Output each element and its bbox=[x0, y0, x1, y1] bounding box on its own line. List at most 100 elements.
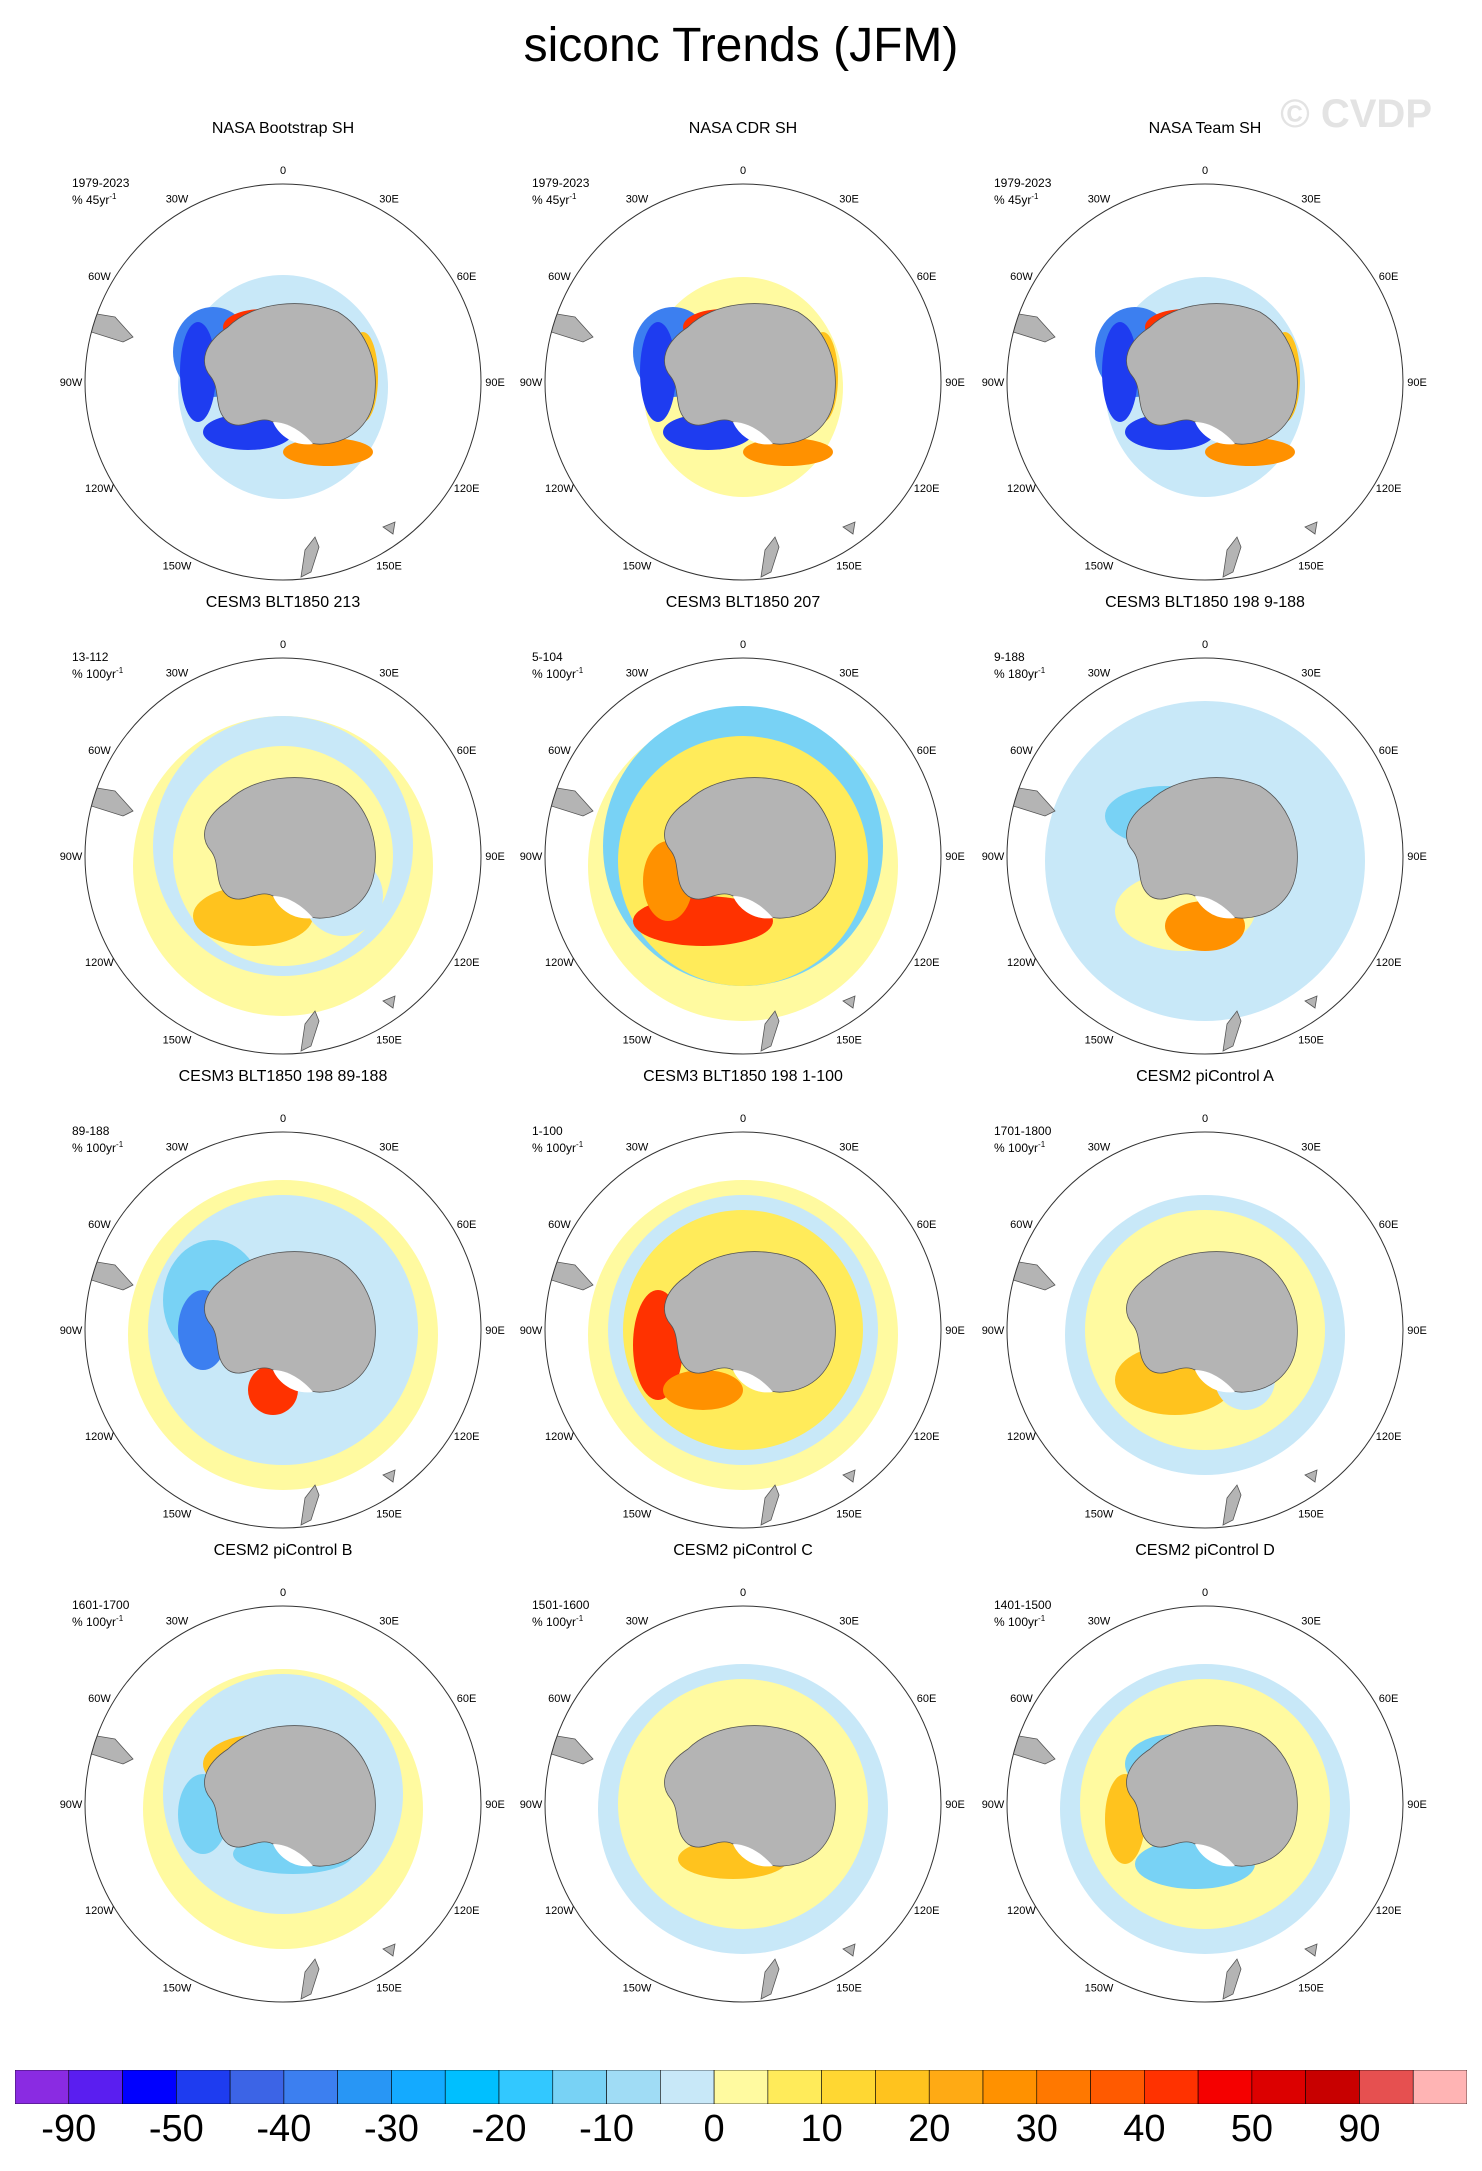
longitude-label: 30E bbox=[379, 1615, 399, 1627]
longitude-label: 90W bbox=[520, 1325, 543, 1337]
longitude-label: 120E bbox=[454, 1431, 480, 1443]
longitude-label: 120E bbox=[1376, 483, 1402, 495]
south-america-landmass bbox=[85, 1733, 134, 1765]
colorbar-swatch bbox=[337, 2070, 392, 2104]
ice-shelf bbox=[273, 1844, 313, 1867]
map-boundary bbox=[1006, 1131, 1404, 1529]
map-panel: 0 30E 60E 90E 120E 150E 180 150W 120W 90W 60W 30W CE… bbox=[48, 1542, 518, 2012]
colorbar-tick-label: 50 bbox=[1230, 2108, 1274, 2150]
antarctica-landmass bbox=[204, 303, 376, 445]
longitude-label: 90W bbox=[60, 1325, 83, 1337]
longitude-label: 60E bbox=[457, 271, 477, 283]
map-boundary bbox=[1006, 1605, 1404, 2003]
longitude-label: 180 bbox=[1196, 2011, 1214, 2012]
longitude-label: 120W bbox=[1007, 1431, 1036, 1443]
longitude-label: 120W bbox=[85, 483, 114, 495]
longitude-label: 30E bbox=[839, 1141, 859, 1153]
antarctica-landmass bbox=[664, 1251, 836, 1393]
antarctica-landmass bbox=[664, 303, 836, 445]
new-zealand-landmass bbox=[1222, 1958, 1242, 2000]
colorbar-swatch bbox=[767, 2070, 822, 2104]
longitude-label: 90W bbox=[60, 377, 83, 389]
map-panel: 0 30E 60E 90E 120E 150E 180 150W 120W 90W 60W 30W NA… bbox=[508, 120, 978, 590]
tasmania-landmass bbox=[382, 521, 396, 535]
south-america-landmass bbox=[545, 785, 594, 817]
colorbar-tick-label: 40 bbox=[1123, 2108, 1166, 2150]
tasmania-landmass bbox=[382, 1943, 396, 1957]
panel-title: NASA Team SH bbox=[1148, 120, 1262, 137]
longitude-label: 120E bbox=[1376, 1905, 1402, 1917]
map-boundary bbox=[544, 183, 942, 581]
polar-map: 0 30E 60E 90E 120E 150E 180 150W 120W 90W 60W 30W bbox=[982, 165, 1427, 590]
longitude-label: 0 bbox=[740, 165, 746, 177]
colorbar-swatch bbox=[606, 2070, 661, 2104]
map-panel: 0 30E 60E 90E 120E 150E 180 150W 120W 90W 60W 30W NA… bbox=[970, 120, 1440, 590]
colorbar-swatch bbox=[283, 2070, 338, 2104]
longitude-label: 0 bbox=[1202, 639, 1208, 651]
trend-region bbox=[663, 414, 753, 450]
ice-shelf bbox=[1195, 422, 1235, 445]
trend-region bbox=[283, 438, 373, 466]
colorbar-tick-label: 90 bbox=[1338, 2108, 1381, 2150]
ice-shelf bbox=[273, 422, 313, 445]
colorbar-swatch bbox=[1359, 2070, 1414, 2104]
panel-title: CESM2 piControl D bbox=[1135, 1542, 1275, 1559]
colorbar-tick-label: 20 bbox=[908, 2108, 951, 2150]
polar-map: 0 30E 60E 90E 120E 150E 180 150W 120W 90W 60W 30W bbox=[60, 1587, 505, 2012]
longitude-label: 150E bbox=[1298, 1509, 1324, 1521]
longitude-label: 150E bbox=[1298, 561, 1324, 573]
colorbar-swatch bbox=[1251, 2070, 1306, 2104]
trend-region bbox=[180, 322, 216, 422]
polar-map: 0 30E 60E 90E 120E 150E 180 150W 120W 90W 60W 30W bbox=[60, 165, 505, 590]
polar-map: 0 30E 60E 90E 120E 150E 180 150W 120W 90W 60W 30W bbox=[520, 639, 965, 1064]
polar-map: 0 30E 60E 90E 120E 150E 180 150W 120W 90W 60W 30W bbox=[520, 1587, 965, 2012]
longitude-label: 150W bbox=[623, 1983, 652, 1995]
new-zealand-landmass bbox=[760, 1958, 780, 2000]
colorbar-swatch bbox=[391, 2070, 446, 2104]
period-label: 1979-2023% 45yr-1 bbox=[994, 176, 1052, 207]
colorbar-swatch bbox=[1144, 2070, 1199, 2104]
colorbar-swatch bbox=[713, 2070, 769, 2104]
period-label: 9-188% 180yr-1 bbox=[994, 650, 1046, 681]
longitude-label: 150E bbox=[1298, 1983, 1324, 1995]
longitude-label: 150W bbox=[623, 1035, 652, 1047]
trend-region bbox=[203, 414, 293, 450]
polar-map: 0 30E 60E 90E 120E 150E 180 150W 120W 90W 60W 30W bbox=[520, 165, 965, 590]
longitude-label: 120E bbox=[914, 957, 940, 969]
antarctica-landmass bbox=[664, 777, 836, 919]
longitude-label: 90E bbox=[1407, 1799, 1427, 1811]
watermark-logo: © CVDP bbox=[1280, 92, 1432, 136]
tasmania-landmass bbox=[1304, 995, 1318, 1009]
trend-region bbox=[663, 1370, 743, 1410]
colorbar-tick-label: 10 bbox=[800, 2108, 843, 2150]
map-boundary bbox=[84, 657, 482, 1055]
longitude-label: 120W bbox=[1007, 1905, 1036, 1917]
new-zealand-landmass bbox=[1222, 1010, 1242, 1052]
new-zealand-landmass bbox=[760, 1484, 780, 1526]
longitude-label: 90E bbox=[945, 377, 965, 389]
longitude-label: 150E bbox=[1298, 1035, 1324, 1047]
figure-title: siconc Trends (JFM) bbox=[523, 19, 959, 72]
colorbar-swatch bbox=[660, 2070, 715, 2104]
longitude-label: 30W bbox=[166, 193, 189, 205]
longitude-label: 150E bbox=[376, 1035, 402, 1047]
longitude-label: 30W bbox=[626, 1141, 649, 1153]
longitude-label: 150E bbox=[836, 561, 862, 573]
panel-title: CESM2 piControl A bbox=[1136, 1068, 1274, 1085]
longitude-label: 60W bbox=[548, 271, 571, 283]
antarctica-landmass bbox=[204, 1251, 376, 1393]
longitude-label: 30W bbox=[626, 1615, 649, 1627]
longitude-label: 30E bbox=[839, 193, 859, 205]
longitude-label: 60E bbox=[1379, 271, 1399, 283]
map-boundary bbox=[544, 1131, 942, 1529]
trend-region bbox=[640, 322, 676, 422]
colorbar-tick-label: -40 bbox=[256, 2108, 312, 2150]
antarctica-landmass bbox=[1126, 1725, 1298, 1867]
panel-title: NASA CDR SH bbox=[688, 120, 798, 137]
colorbar-swatch bbox=[229, 2070, 285, 2104]
longitude-label: 0 bbox=[1202, 1113, 1208, 1125]
period-label: 1501-1600% 100yr-1 bbox=[532, 1598, 590, 1629]
map-panel: 0 30E 60E 90E 120E 150E 180 150W 120W 90W 60W 30W CE… bbox=[970, 1542, 1440, 2012]
new-zealand-landmass bbox=[760, 536, 780, 578]
colorbar-swatch bbox=[552, 2070, 607, 2104]
